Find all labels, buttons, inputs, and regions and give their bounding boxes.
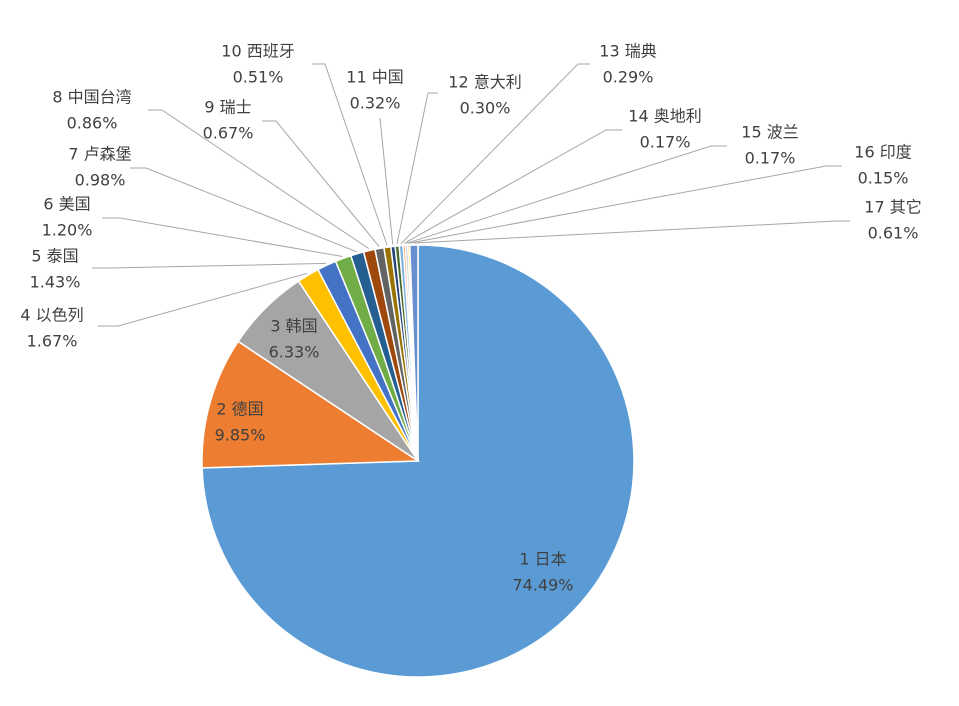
- leader-line: [312, 63, 388, 246]
- slice-value-label: 0.61%: [868, 224, 919, 243]
- slice-value-label: 1.20%: [42, 221, 93, 240]
- slice-category-label: 1 日本: [519, 550, 566, 569]
- leader-line: [400, 63, 590, 245]
- slice-category-label: 7 卢森堡: [68, 145, 131, 164]
- slice-value-label: 0.17%: [745, 149, 796, 168]
- slice-value-label: 0.51%: [233, 68, 284, 87]
- slice-value-label: 0.86%: [67, 114, 118, 133]
- slice-value-label: 9.85%: [215, 426, 266, 445]
- slice-category-label: 8 中国台湾: [52, 88, 131, 107]
- slice-category-label: 10 西班牙: [221, 42, 294, 61]
- slice-category-label: 4 以色列: [20, 306, 83, 325]
- slice-value-label: 1.43%: [30, 273, 81, 292]
- slice-category-label: 17 其它: [864, 198, 921, 217]
- leader-line: [130, 167, 357, 253]
- slice-value-label: 0.67%: [203, 124, 254, 143]
- slice-category-label: 15 波兰: [741, 123, 798, 142]
- leader-line: [98, 272, 308, 327]
- slice-value-label: 0.32%: [350, 94, 401, 113]
- slice-category-label: 11 中国: [346, 68, 403, 87]
- slice-value-label: 0.29%: [603, 68, 654, 87]
- slice-value-label: 0.30%: [460, 99, 511, 118]
- leader-line: [262, 120, 380, 247]
- leader-line: [413, 220, 850, 244]
- leader-line: [408, 165, 842, 244]
- slice-value-label: 1.67%: [27, 332, 78, 351]
- slice-category-label: 9 瑞士: [204, 98, 251, 117]
- slice-category-label: 13 瑞典: [599, 42, 656, 61]
- slice-category-label: 3 韩国: [270, 317, 317, 336]
- pie-slice: [201, 340, 421, 469]
- leader-line: [403, 129, 622, 244]
- slice-category-label: 14 奥地利: [628, 107, 701, 126]
- slice-value-label: 0.17%: [640, 133, 691, 152]
- slice-category-label: 6 美国: [43, 195, 90, 214]
- slice-category-label: 5 泰国: [31, 247, 78, 266]
- slice-value-label: 0.15%: [858, 169, 909, 188]
- slice-category-label: 12 意大利: [448, 73, 521, 92]
- slice-value-label: 0.98%: [75, 171, 126, 190]
- slice-category-label: 2 德国: [216, 400, 263, 419]
- leader-line: [379, 117, 394, 245]
- leader-line: [102, 217, 343, 257]
- slice-value-label: 74.49%: [512, 576, 573, 595]
- leader-line: [396, 92, 438, 245]
- slice-value-label: 6.33%: [269, 343, 320, 362]
- leader-line: [148, 109, 370, 250]
- leader-line: [406, 145, 727, 244]
- leader-line: [92, 262, 326, 269]
- slice-category-label: 16 印度: [854, 143, 911, 162]
- pie-slice: [408, 244, 419, 462]
